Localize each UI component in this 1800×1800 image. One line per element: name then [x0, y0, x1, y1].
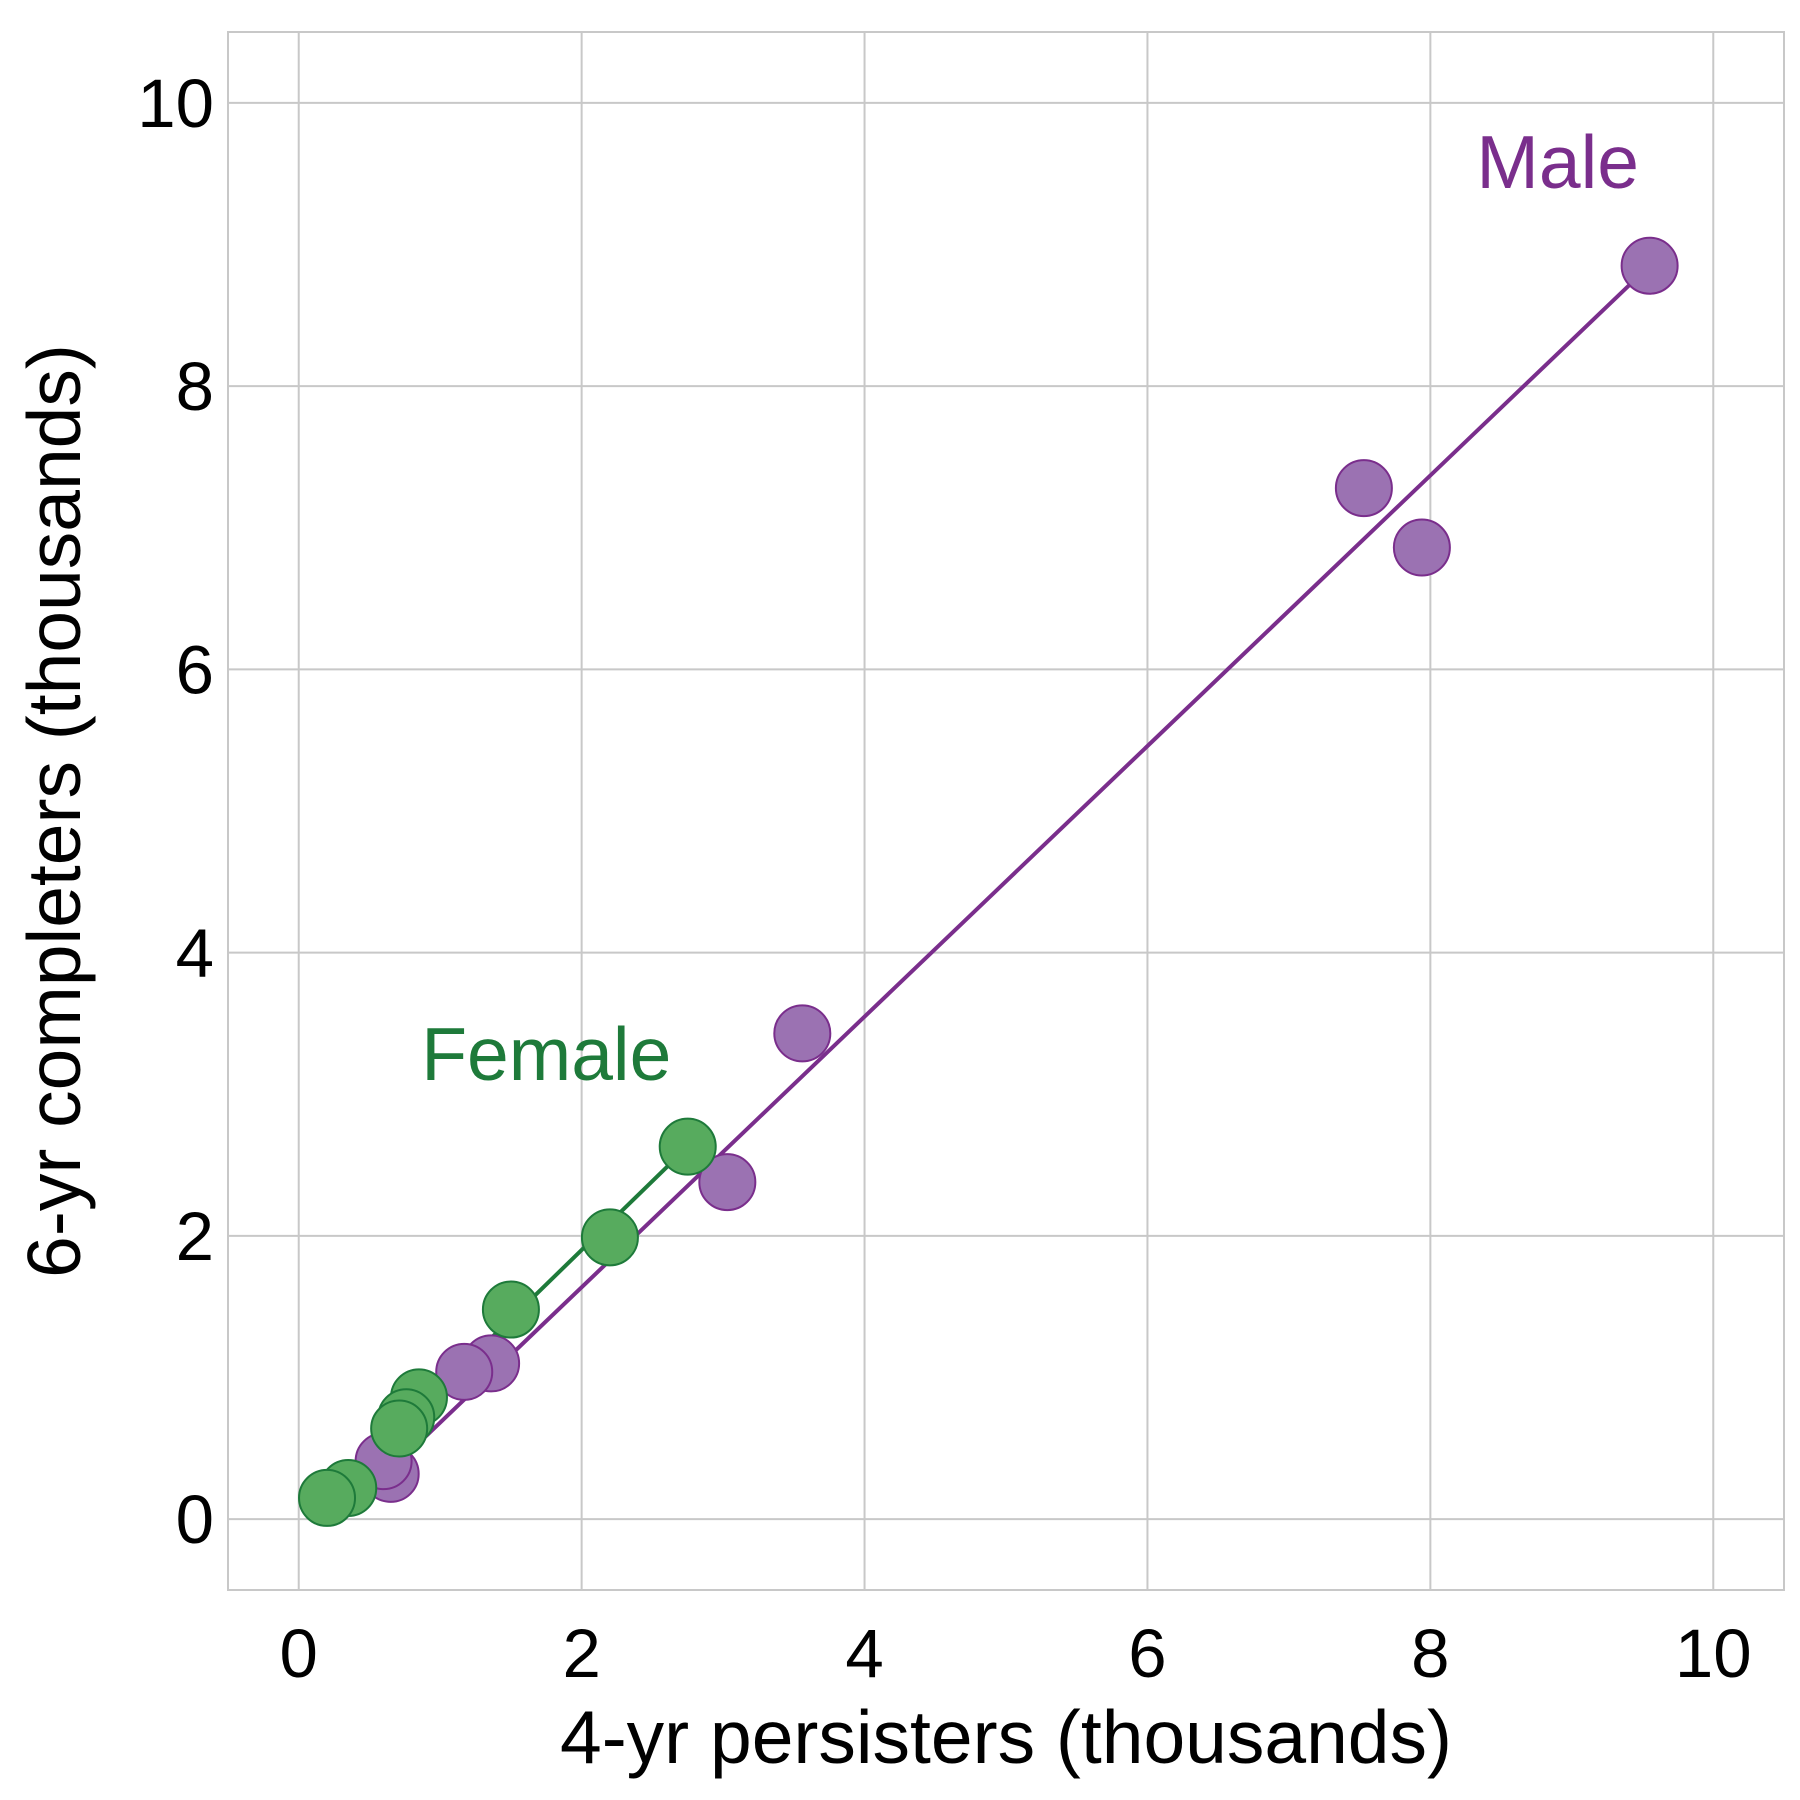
- y-tick-label: 10: [137, 65, 214, 142]
- x-tick-label: 4: [845, 1615, 883, 1692]
- y-tick-label: 2: [176, 1198, 214, 1275]
- x-tick-label: 6: [1128, 1615, 1166, 1692]
- series-labels: Male Female: [421, 120, 1639, 1096]
- female-data-point: [658, 1117, 717, 1176]
- x-tick-label: 8: [1411, 1615, 1449, 1692]
- male-data-point: [435, 1342, 494, 1401]
- x-tick-label: 0: [280, 1615, 318, 1692]
- y-tick-label: 4: [176, 915, 214, 992]
- tick-labels: 0 2 4 6 8 10 0 2 4 6 8 10: [137, 65, 1751, 1692]
- y-tick-label: 0: [176, 1481, 214, 1558]
- female-series-label: Female: [421, 1012, 671, 1096]
- male-data-point: [773, 1004, 832, 1063]
- x-axis-title: 4-yr persisters (thousands): [560, 1695, 1452, 1779]
- female-data-point: [298, 1468, 357, 1527]
- female-data-point: [370, 1399, 429, 1458]
- male-data-point: [1620, 236, 1679, 295]
- y-tick-label: 8: [176, 348, 214, 425]
- x-tick-label: 2: [562, 1615, 600, 1692]
- male-data-point: [1392, 518, 1451, 577]
- y-tick-label: 6: [176, 631, 214, 708]
- plot-panel-border: [227, 31, 1785, 1591]
- y-axis-title: 6-yr completers (thousands): [12, 344, 96, 1278]
- male-series-label: Male: [1476, 120, 1639, 204]
- male-data-point: [1334, 459, 1393, 518]
- female-data-point: [481, 1280, 540, 1339]
- data-points: [298, 236, 1679, 1527]
- female-data-point: [580, 1208, 639, 1267]
- x-tick-label: 10: [1675, 1615, 1752, 1692]
- grid: [228, 32, 1784, 1590]
- male-data-point: [698, 1153, 757, 1212]
- male-trend-line: [381, 263, 1652, 1479]
